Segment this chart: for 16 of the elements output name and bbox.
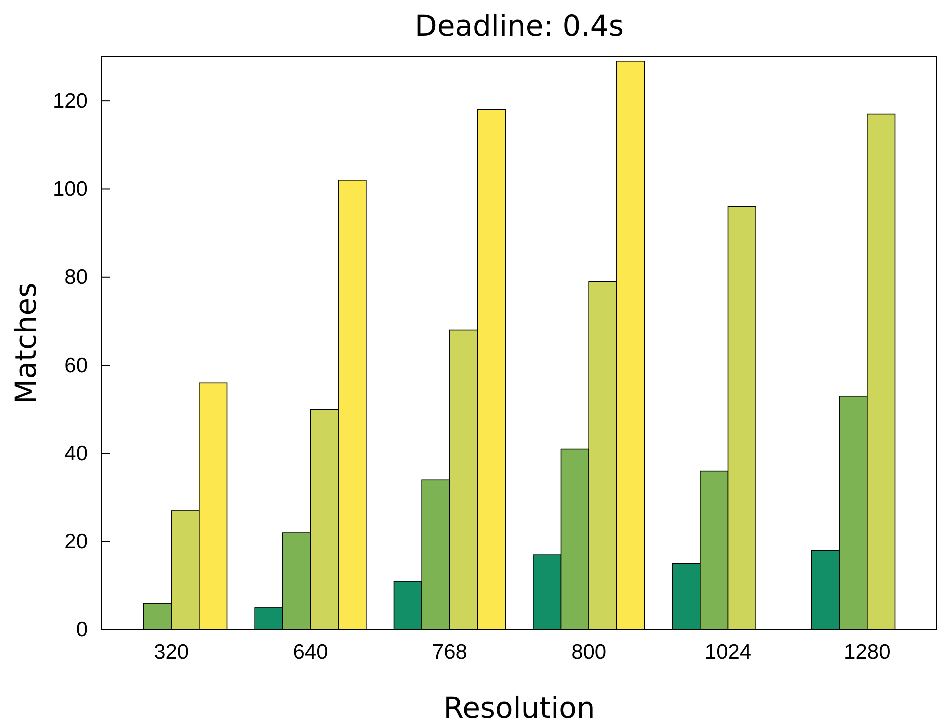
y-tick-label: 100: [52, 178, 88, 201]
x-tick-label: 768: [432, 640, 468, 664]
y-tick-label: 40: [64, 442, 88, 466]
y-tick-label: 120: [52, 90, 88, 113]
y-axis-title: Matches: [9, 282, 43, 404]
x-tick-label: 1024: [704, 640, 752, 664]
x-axis-title: Resolution: [444, 691, 596, 725]
y-tick-label: 60: [64, 354, 88, 378]
y-tick-label: 80: [64, 266, 88, 290]
x-tick-label: 1280: [844, 640, 891, 664]
x-tick-label: 640: [293, 640, 328, 664]
x-tick-label: 800: [572, 640, 607, 664]
y-tick-label: 0: [76, 618, 88, 642]
y-tick-label: 20: [64, 530, 88, 554]
x-tick-label: 320: [154, 640, 190, 664]
chart-title: Deadline: 0.4s: [415, 9, 624, 43]
